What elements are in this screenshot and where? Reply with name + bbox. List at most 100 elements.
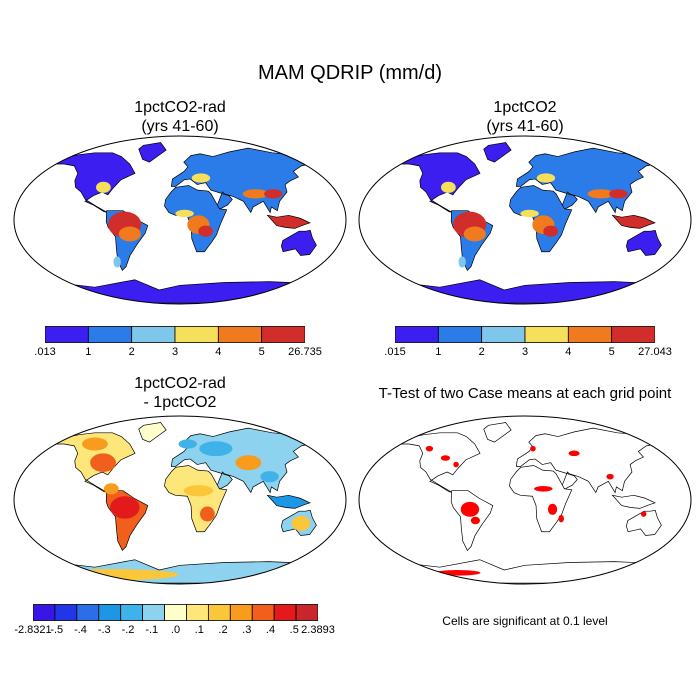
continent-indonesia bbox=[266, 214, 311, 229]
colorbar-1 bbox=[45, 326, 305, 343]
continent-greenland bbox=[483, 142, 512, 163]
colorbar-swatch bbox=[131, 326, 176, 343]
colorbar-swatch bbox=[45, 326, 89, 343]
data-region bbox=[530, 445, 536, 452]
data-region bbox=[543, 225, 559, 237]
data-region bbox=[463, 226, 486, 242]
colorbar-swatch bbox=[261, 326, 305, 343]
data-region bbox=[609, 189, 628, 199]
data-region bbox=[110, 496, 140, 519]
colorbar-swatch bbox=[567, 326, 613, 343]
data-region bbox=[558, 514, 564, 523]
colorbar-swatch bbox=[229, 604, 253, 621]
continent-antarctica bbox=[390, 279, 658, 304]
data-region bbox=[547, 503, 558, 515]
continent-africa bbox=[509, 465, 573, 533]
continent-greenland bbox=[138, 142, 167, 163]
data-region bbox=[441, 181, 456, 193]
colorbar-swatch bbox=[217, 326, 263, 343]
colorbar-tick-label: 1 bbox=[85, 346, 92, 358]
data-region bbox=[242, 189, 269, 199]
colorbar-swatch bbox=[295, 604, 318, 621]
colorbar-tick-label: .2 bbox=[218, 624, 228, 636]
panel1-title-line2: (yrs 41-60) bbox=[141, 118, 219, 135]
data-region bbox=[103, 483, 119, 495]
colorbar-tick-label: 2 bbox=[128, 346, 135, 358]
panel2-title: 1pctCO2 (yrs 41-60) bbox=[375, 98, 675, 136]
continent-australia bbox=[280, 229, 317, 256]
data-region bbox=[264, 189, 283, 199]
colorbar-tick-label: .5 bbox=[289, 624, 299, 636]
continent-africa bbox=[164, 465, 228, 533]
data-region bbox=[199, 441, 233, 457]
colorbar-swatch bbox=[76, 604, 100, 621]
colorbar-tick-label: .3 bbox=[242, 624, 252, 636]
colorbar-swatch bbox=[481, 326, 526, 343]
data-region bbox=[640, 511, 647, 517]
data-region bbox=[90, 453, 116, 472]
data-region bbox=[260, 471, 279, 483]
colorbar-tick-label: -.4 bbox=[74, 624, 87, 636]
data-region bbox=[113, 256, 121, 268]
colorbar-tick-label: 4 bbox=[565, 346, 572, 358]
colorbar-tick-label: 3 bbox=[171, 346, 179, 358]
map-frame bbox=[13, 415, 347, 585]
data-region bbox=[235, 455, 262, 471]
data-region bbox=[470, 516, 481, 525]
data-region bbox=[606, 473, 614, 480]
colorbar-3-labels: -2.8321 -.5 -.4 -.3 -.2 -.1 .0 .1 .2 .3 .4 .5 2.3893 bbox=[14, 624, 334, 638]
panel4-title: T-Test of two Case means at each grid po… bbox=[355, 384, 695, 403]
panel2-title-line1: 1pctCO2 bbox=[493, 99, 557, 116]
colorbar-swatch bbox=[174, 326, 219, 343]
colorbar-swatch bbox=[251, 604, 275, 621]
colorbar-swatch bbox=[120, 604, 144, 621]
continent-europeAsia bbox=[515, 427, 658, 494]
map-1pctco2-rad bbox=[13, 135, 347, 305]
panel1-title-line1: 1pctCO2-rad bbox=[134, 99, 226, 116]
continent-antarctica bbox=[45, 559, 313, 584]
colorbar-1-labels: .013 1 2 3 4 5 26.735 bbox=[34, 346, 322, 360]
colorbar-swatch bbox=[164, 604, 187, 621]
colorbar-tick-label: 4 bbox=[215, 346, 222, 358]
colorbar-tick-label: 2.3893 bbox=[301, 624, 335, 636]
continent-indonesia bbox=[266, 494, 311, 509]
data-region bbox=[175, 209, 194, 218]
colorbar-tick-label: 2 bbox=[478, 346, 485, 358]
colorbar-tick-label: -.3 bbox=[97, 624, 111, 636]
colorbar-swatch bbox=[207, 604, 231, 621]
data-region bbox=[191, 173, 211, 183]
colorbar-tick-label: 5 bbox=[258, 346, 265, 358]
colorbar-swatch bbox=[395, 326, 439, 343]
continent-australia bbox=[625, 229, 662, 256]
panel3-title-line1: 1pctCO2-rad bbox=[134, 375, 226, 392]
continent-northAmerica bbox=[396, 152, 481, 213]
data-region bbox=[200, 506, 215, 522]
colorbar-tick-label: .1 bbox=[194, 624, 204, 636]
colorbar-swatch bbox=[611, 326, 655, 343]
figure-title: MAM QDRIP (mm/d) bbox=[257, 62, 443, 84]
continent-greenland bbox=[138, 422, 167, 443]
colorbar-tick-label: .4 bbox=[265, 624, 276, 636]
colorbar-swatch bbox=[273, 604, 297, 621]
data-region bbox=[534, 486, 553, 492]
panel2-title-line2: (yrs 41-60) bbox=[486, 118, 564, 135]
data-region bbox=[536, 173, 556, 183]
significance-note: Cells are significant at 0.1 level bbox=[442, 614, 608, 628]
colorbar-tick-label: 27.043 bbox=[638, 346, 672, 358]
map-frame bbox=[13, 135, 347, 305]
data-region bbox=[49, 569, 179, 581]
data-region bbox=[460, 501, 480, 517]
colorbar-swatch bbox=[54, 604, 78, 621]
data-region bbox=[458, 256, 466, 268]
colorbar-tick-label: -.5 bbox=[50, 624, 64, 636]
colorbar-swatch bbox=[87, 326, 133, 343]
map-difference bbox=[13, 415, 347, 585]
panel3-title: 1pctCO2-rad - 1pctCO2 bbox=[30, 374, 330, 412]
map-frame bbox=[358, 415, 692, 585]
panel4-title-line1: T-Test of two Case means at each grid po… bbox=[378, 385, 672, 402]
colorbar-swatch bbox=[524, 326, 569, 343]
colorbar-3 bbox=[33, 604, 318, 621]
colorbar-tick-label: 5 bbox=[608, 346, 615, 358]
colorbar-tick-label: .0 bbox=[170, 624, 181, 636]
data-region bbox=[183, 485, 214, 497]
